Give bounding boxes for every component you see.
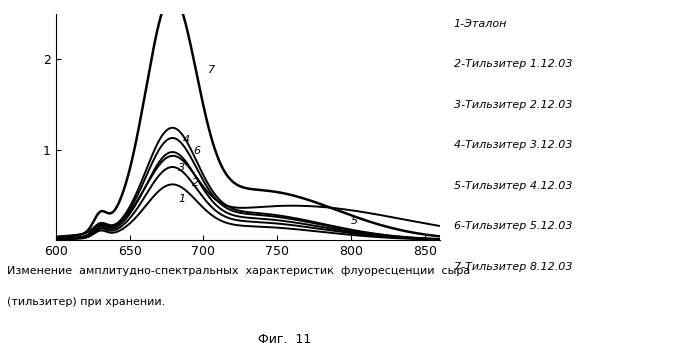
Text: Фиг.  11: Фиг. 11 xyxy=(258,333,311,343)
Text: 5-Тильзитер 4.12.03: 5-Тильзитер 4.12.03 xyxy=(454,181,572,191)
Text: 2: 2 xyxy=(192,178,199,188)
Text: 1-Эталон: 1-Эталон xyxy=(454,19,507,29)
Text: 3-Тильзитер 2.12.03: 3-Тильзитер 2.12.03 xyxy=(454,100,572,110)
Text: 4: 4 xyxy=(183,135,190,145)
Text: 7-Тильзитер 8.12.03: 7-Тильзитер 8.12.03 xyxy=(454,262,572,272)
Text: 6: 6 xyxy=(193,146,200,156)
Text: 5: 5 xyxy=(351,216,358,226)
Text: 2-Тильзитер 1.12.03: 2-Тильзитер 1.12.03 xyxy=(454,59,572,69)
Text: 3: 3 xyxy=(179,163,186,173)
Text: 7: 7 xyxy=(208,64,215,74)
Text: 1: 1 xyxy=(179,194,186,204)
Text: (тильзитер) при хранении.: (тильзитер) при хранении. xyxy=(7,297,165,307)
Text: 4-Тильзитер 3.12.03: 4-Тильзитер 3.12.03 xyxy=(454,140,572,150)
Text: Изменение  амплитудно-спектральных  характеристик  флуоресценции  сыра: Изменение амплитудно-спектральных характ… xyxy=(7,266,470,276)
Text: 6-Тильзитер 5.12.03: 6-Тильзитер 5.12.03 xyxy=(454,221,572,231)
